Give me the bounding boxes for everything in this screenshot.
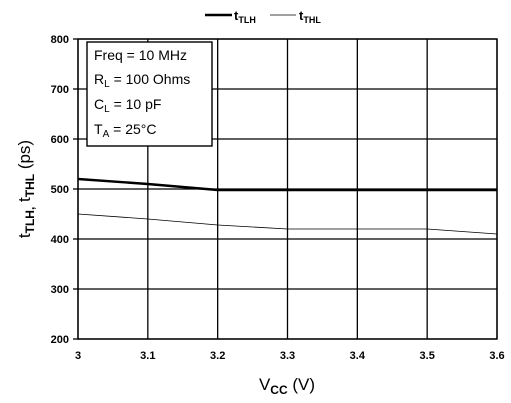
x-tick-label: 3.1 [140,350,155,362]
condition-load-capacitance: CL = 10 pF [94,96,161,115]
x-tick-labels: 3 3.1 3.2 3.3 3.4 3.5 3.6 [75,350,505,362]
condition-frequency: Freq = 10 MHz [94,47,187,63]
y-axis-title: tTLH, tTHL (ps) [15,140,37,238]
series-line-tthl [77,213,498,235]
x-axis-title: VCC (V) [259,375,315,397]
y-tick-label: 300 [51,284,69,296]
y-tick-labels: 200 300 400 500 600 700 800 [51,34,69,346]
plot-area-frame [77,38,498,340]
y-tick-label: 600 [51,134,69,146]
condition-ambient-temperature: TA = 25°C [94,121,156,140]
y-tick-label: 400 [51,234,69,246]
conditions-box-frame [86,41,213,147]
legend: tTLH tTHL [205,8,321,25]
condition-load-resistance: RL = 100 Ohms [94,71,190,90]
x-tick-label: 3.4 [350,350,366,362]
y-tick-label: 500 [51,184,69,196]
x-tick-label: 3.5 [420,350,435,362]
y-tick-label: 800 [51,34,69,46]
x-tick-label: 3.6 [489,350,504,362]
x-tick-label: 3 [75,350,81,362]
x-tick-label: 3.2 [210,350,225,362]
y-tick-label: 200 [51,334,69,346]
legend-label-ttlh: tTLH [234,8,256,25]
y-tick-label: 700 [51,84,69,96]
legend-label-tthl: tTHL [299,8,321,25]
series-line-ttlh [77,177,497,192]
conditions-box: Freq = 10 MHz RL = 100 Ohms CL = 10 pF T… [86,41,213,147]
x-tick-label: 3.3 [280,350,295,362]
series-lines [77,177,498,235]
